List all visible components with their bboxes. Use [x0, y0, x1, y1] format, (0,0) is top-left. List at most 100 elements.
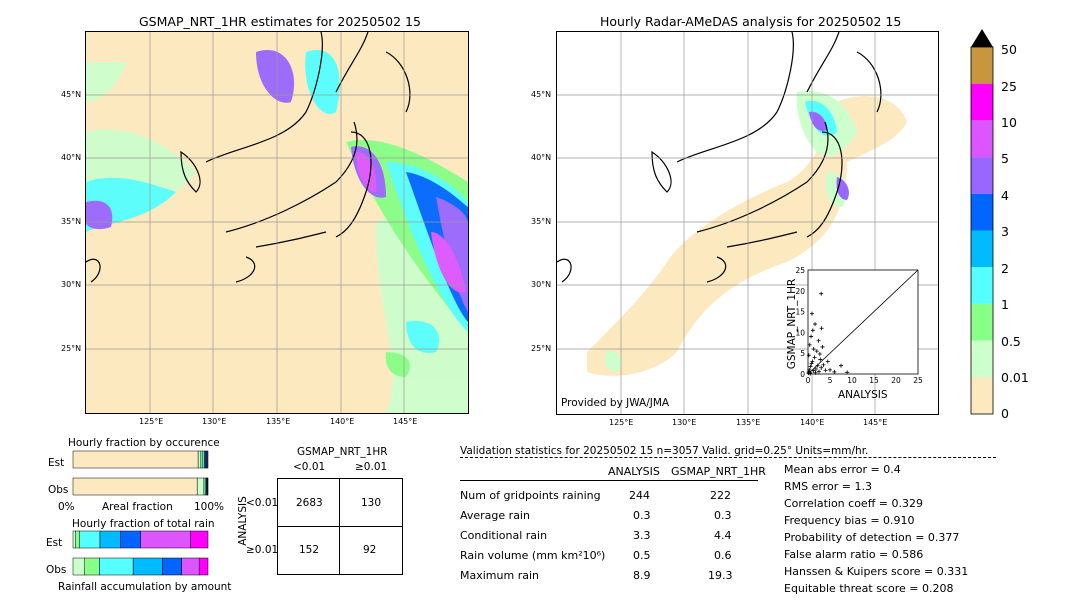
scatter-ytick: 10 — [795, 328, 805, 337]
scatter-point — [807, 342, 812, 347]
cb-label-0.5: 0.5 — [1001, 334, 1021, 349]
scatter-point — [809, 311, 814, 316]
contingency-col-0: <0.01 — [293, 461, 326, 473]
scatter-point — [809, 334, 814, 339]
validation-row-label: Rain volume (mm km²10⁶) — [460, 549, 606, 562]
validation-col-gsmap: GSMAP_NRT_1HR — [671, 465, 766, 478]
left-lat-30: 30°N — [61, 280, 82, 289]
rain-bars — [72, 530, 209, 576]
occurence-100pct: 100% — [194, 501, 225, 513]
scatter-point — [819, 326, 824, 331]
right-map-rain — [557, 32, 938, 414]
colorbar-segment — [971, 377, 993, 414]
scatter-point — [839, 363, 843, 368]
scatter-xtick: 0 — [806, 376, 811, 385]
scatter-xtick: 5 — [828, 376, 833, 385]
scatter-point — [828, 367, 832, 372]
occurence-xlabel: Areal fraction — [102, 501, 173, 513]
score-ets: Equitable threat score = 0.208 — [784, 582, 954, 595]
left-lon-135: 135°E — [266, 417, 291, 426]
colorbar-segment — [971, 340, 993, 378]
fraction-segment — [132, 557, 163, 576]
cb-label-2: 2 — [1001, 261, 1009, 276]
fraction-segment — [84, 557, 100, 576]
colorbar-frame — [970, 46, 994, 415]
scatter-xlabel: ANALYSIS — [838, 389, 888, 401]
contingency-cell-11: 92 — [363, 544, 377, 556]
contingency-row-1: ≥0.01 — [246, 544, 279, 556]
rain-est-label: Est — [46, 537, 63, 549]
scatter-ytick: 15 — [795, 308, 805, 317]
fraction-segment — [162, 557, 182, 576]
validation-row-analysis: 0.3 — [633, 509, 651, 522]
contingency-row-0: <0.01 — [246, 497, 279, 509]
fraction-segment — [181, 557, 200, 576]
cb-label-10: 10 — [1001, 115, 1017, 130]
contingency-col-1: ≥0.01 — [355, 461, 388, 473]
colorbar-segment — [971, 120, 993, 158]
right-lon-125: 125°E — [609, 418, 634, 427]
validation-header-line — [460, 480, 758, 481]
contingency-cell-00: 2683 — [296, 497, 323, 509]
scatter-point — [815, 363, 820, 368]
scatter-point — [810, 328, 815, 333]
right-lat-30: 30°N — [531, 280, 552, 289]
fraction-segment — [72, 477, 198, 496]
score-fbias: Frequency bias = 0.910 — [784, 514, 915, 527]
scatter-ytick: 5 — [800, 349, 805, 358]
scatter-point — [807, 367, 812, 372]
left-lon-130: 130°E — [202, 417, 227, 426]
score-hk: Hanssen & Kuipers score = 0.331 — [784, 565, 969, 578]
fraction-segment — [207, 450, 209, 469]
occurence-obs-label: Obs — [48, 484, 69, 496]
fraction-segment — [190, 530, 209, 549]
cb-label-25: 25 — [1001, 79, 1017, 94]
validation-row-analysis: 0.5 — [633, 549, 651, 562]
fraction-segment — [200, 450, 204, 469]
cb-label-0: 0 — [1001, 406, 1009, 421]
colorbar-segment — [971, 230, 993, 268]
validation-divider — [460, 457, 996, 458]
scatter-point — [811, 347, 816, 352]
right-lat-45: 45°N — [531, 90, 552, 99]
colorbar — [970, 29, 994, 415]
left-lat-45: 45°N — [61, 90, 82, 99]
right-lat-35: 35°N — [531, 217, 552, 226]
right-lat-25: 25°N — [531, 344, 552, 353]
contingency-cell-01: 130 — [361, 497, 382, 509]
colorbar-segment — [971, 83, 993, 121]
scatter-point — [823, 368, 828, 373]
fraction-segment — [79, 530, 101, 549]
colorbar-segment — [971, 157, 993, 194]
fraction-segment — [140, 530, 191, 549]
validation-title: Validation statistics for 20250502 15 n=… — [460, 445, 869, 457]
map-credit: Provided by JWA/JMA — [561, 397, 670, 409]
scatter-point — [820, 344, 825, 349]
cb-label-5: 5 — [1001, 151, 1009, 166]
scatter-point — [818, 357, 823, 362]
rain-xlabel: Rainfall accumulation by amount — [58, 581, 232, 593]
validation-row-label: Num of gridpoints raining — [460, 489, 601, 502]
right-lon-140: 140°E — [800, 418, 825, 427]
scatter-point — [810, 359, 815, 364]
scatter-point — [813, 322, 818, 327]
fraction-segment — [99, 557, 134, 576]
scatter-point — [808, 364, 813, 369]
colorbar-arrow — [971, 29, 993, 47]
occurence-bars — [72, 450, 209, 496]
contingency-title: GSMAP_NRT_1HR — [297, 446, 388, 458]
rain-title: Hourly fraction of total rain — [72, 518, 215, 530]
occurence-0pct: 0% — [58, 501, 75, 513]
rain-obs-label: Obs — [46, 564, 67, 576]
right-lon-130: 130°E — [672, 418, 697, 427]
colorbar-segment — [971, 193, 993, 231]
left-lat-40: 40°N — [61, 153, 82, 162]
cb-label-0.01: 0.01 — [1001, 370, 1029, 385]
scatter-ytick: 25 — [795, 266, 805, 275]
right-lat-40: 40°N — [531, 153, 552, 162]
validation-row-label: Maximum rain — [460, 569, 539, 582]
scatter-point — [819, 365, 824, 370]
scatter-point — [812, 355, 817, 360]
scatter-point — [825, 359, 830, 364]
fraction-segment — [196, 477, 205, 496]
